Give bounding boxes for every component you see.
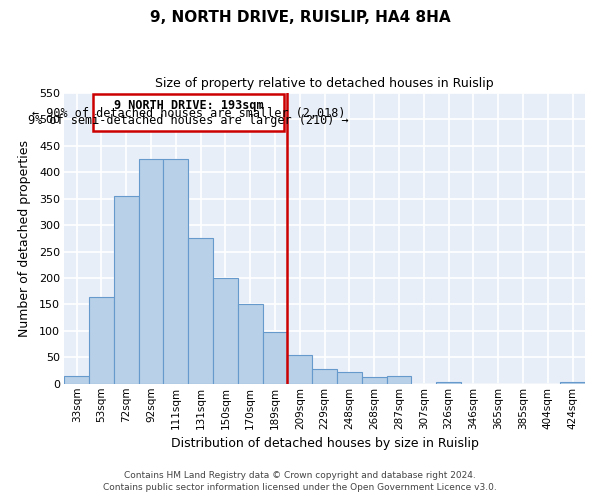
Bar bbox=[560, 382, 585, 384]
Bar bbox=[139, 159, 163, 384]
Bar bbox=[386, 376, 412, 384]
Bar bbox=[362, 377, 386, 384]
Bar bbox=[312, 369, 337, 384]
X-axis label: Distribution of detached houses by size in Ruislip: Distribution of detached houses by size … bbox=[170, 437, 479, 450]
FancyBboxPatch shape bbox=[93, 94, 284, 131]
Bar bbox=[238, 304, 263, 384]
Bar bbox=[188, 238, 213, 384]
Bar bbox=[64, 376, 89, 384]
Title: Size of property relative to detached houses in Ruislip: Size of property relative to detached ho… bbox=[155, 78, 494, 90]
Bar bbox=[436, 382, 461, 384]
Bar bbox=[114, 196, 139, 384]
Text: 9% of semi-detached houses are larger (210) →: 9% of semi-detached houses are larger (2… bbox=[28, 114, 349, 127]
Bar bbox=[163, 159, 188, 384]
Bar bbox=[213, 278, 238, 384]
Bar bbox=[287, 354, 312, 384]
Text: 9 NORTH DRIVE: 193sqm: 9 NORTH DRIVE: 193sqm bbox=[114, 100, 263, 112]
Text: 9, NORTH DRIVE, RUISLIP, HA4 8HA: 9, NORTH DRIVE, RUISLIP, HA4 8HA bbox=[149, 10, 451, 25]
Bar bbox=[263, 332, 287, 384]
Y-axis label: Number of detached properties: Number of detached properties bbox=[17, 140, 31, 337]
Bar bbox=[337, 372, 362, 384]
Text: Contains HM Land Registry data © Crown copyright and database right 2024.
Contai: Contains HM Land Registry data © Crown c… bbox=[103, 471, 497, 492]
Bar bbox=[89, 296, 114, 384]
Text: ← 90% of detached houses are smaller (2,018): ← 90% of detached houses are smaller (2,… bbox=[32, 108, 346, 120]
